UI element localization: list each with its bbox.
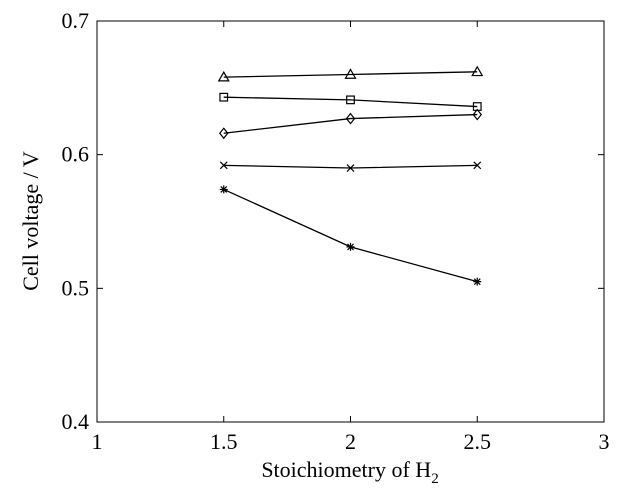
series-layer (217, 65, 484, 286)
y-tick-label: 0.5 (62, 275, 90, 300)
data-point-diamond (345, 112, 356, 125)
data-point-x (346, 164, 355, 172)
series-line (223, 71, 478, 78)
x-tick-label: 2 (345, 429, 356, 454)
y-tick-label: 0.6 (62, 142, 90, 167)
y-axis-label: Cell voltage / V (18, 151, 43, 291)
series-triangle (217, 65, 484, 82)
data-point-square (219, 92, 229, 102)
data-point-x (219, 161, 228, 170)
plot-area (96, 20, 605, 423)
x-tick-label: 2.5 (464, 429, 492, 454)
data-point-diamond (472, 108, 483, 121)
series-line (223, 113, 478, 134)
data-point-square (346, 95, 355, 105)
data-point-x (473, 161, 482, 170)
x-axis-label: Stoichiometry of H2 (261, 457, 438, 487)
series-line (223, 96, 478, 108)
data-point-diamond (218, 127, 229, 140)
x-tick-label: 1 (92, 429, 103, 454)
data-point-asterisk (346, 242, 355, 251)
y-tick-label: 0.7 (62, 8, 90, 33)
x-axis-label-subscript: 2 (431, 471, 439, 487)
data-point-asterisk (219, 185, 228, 194)
series-asterisk (219, 185, 482, 286)
x-tick-label: 1.5 (210, 429, 238, 454)
data-point-triangle (217, 70, 230, 82)
data-point-triangle (344, 68, 357, 79)
y-tick-label: 0.4 (62, 409, 90, 434)
data-point-triangle (471, 65, 484, 77)
x-axis: 1 1.5 2 2.5 3 (92, 21, 610, 454)
data-point-asterisk (473, 277, 482, 286)
y-axis: 0.4 0.5 0.6 0.7 (62, 8, 604, 434)
series-x (219, 161, 482, 172)
series-diamond (218, 108, 483, 140)
x-tick-label: 3 (599, 429, 610, 454)
